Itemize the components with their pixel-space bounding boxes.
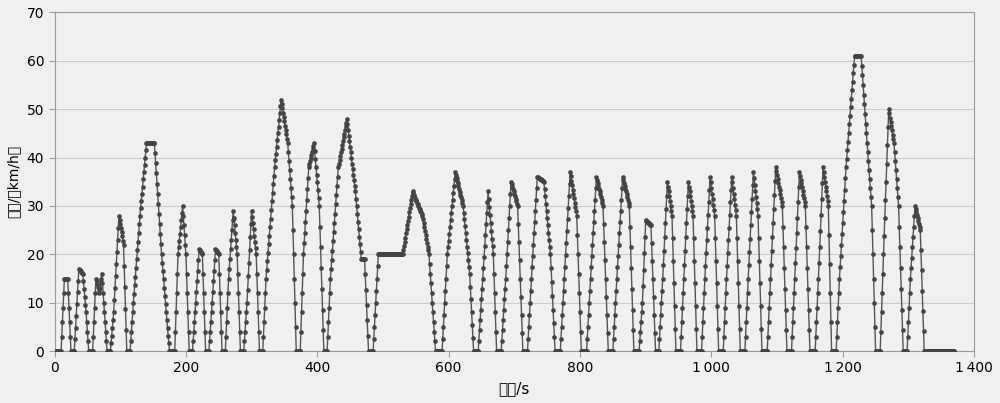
Y-axis label: 车速/（km/h）: 车速/（km/h） (7, 145, 21, 218)
X-axis label: 时间/s: 时间/s (499, 381, 530, 396)
